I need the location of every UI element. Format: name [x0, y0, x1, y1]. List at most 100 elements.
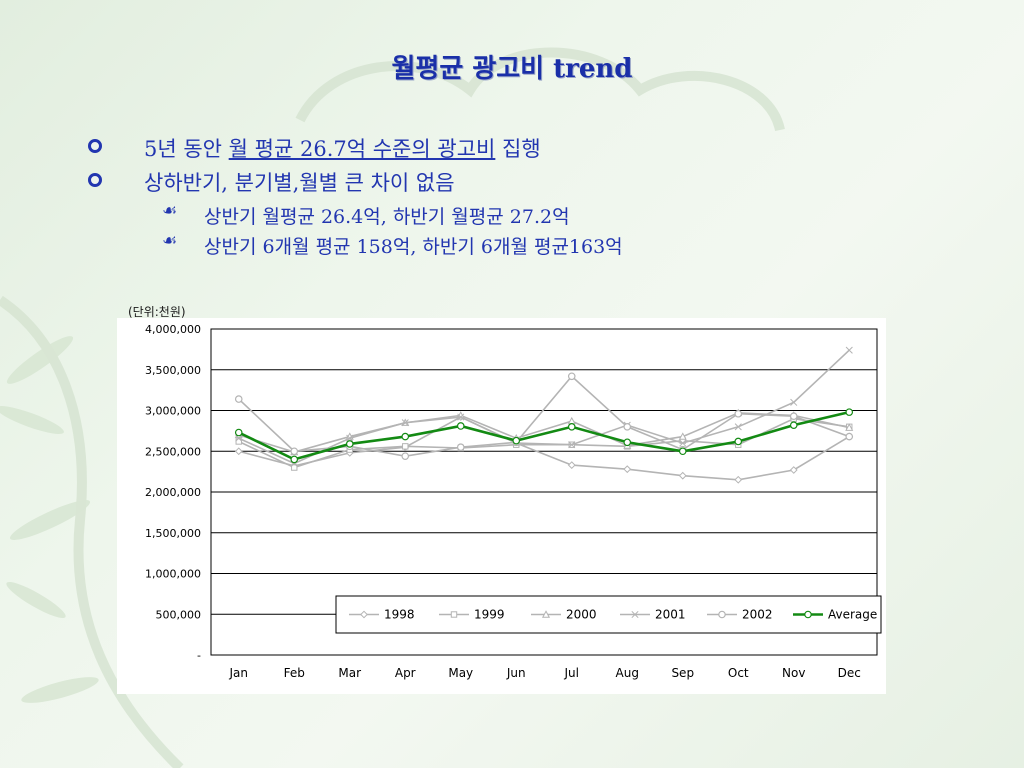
data-point	[845, 346, 853, 354]
data-point	[789, 412, 798, 421]
bullet-1-text: 5년 동안 월 평균 26.7억 수준의 광고비 집행	[144, 133, 541, 163]
data-point	[346, 434, 354, 442]
y-tick-label: 3,500,000	[145, 364, 201, 377]
data-point	[567, 461, 576, 470]
y-tick-label: 2,500,000	[145, 445, 201, 458]
unit-label: (단위:천원)	[128, 305, 186, 319]
data-point	[678, 432, 687, 440]
series-line	[238, 410, 850, 461]
x-tick-label: Jan	[229, 666, 249, 680]
x-tick-label: May	[448, 666, 473, 680]
bullet-dot-icon	[88, 139, 102, 153]
x-tick-label: Apr	[395, 666, 416, 680]
data-point	[845, 423, 854, 431]
plot-area-border	[210, 328, 878, 656]
series-line	[238, 416, 850, 481]
data-point	[678, 447, 687, 456]
data-point	[679, 439, 687, 447]
series-line	[238, 349, 850, 465]
series-2002	[234, 372, 854, 460]
data-point	[567, 416, 576, 425]
x-tick-label: Jul	[564, 666, 579, 680]
data-point	[290, 447, 299, 456]
data-point	[512, 436, 521, 445]
legend-marker	[631, 610, 639, 619]
legend-marker	[541, 610, 551, 618]
legend-marker	[804, 610, 812, 619]
data-point	[789, 421, 798, 429]
data-point	[567, 372, 576, 381]
chart-panel: - 500,000 1,000,000 1,500,000 2,000,000 2,500…	[117, 318, 886, 694]
x-tick-label: Sep	[671, 666, 694, 680]
y-tick-label: 4,000,000	[145, 323, 201, 336]
data-point	[234, 447, 243, 456]
y-tick-label: 1,000,000	[145, 568, 201, 581]
data-point	[291, 464, 298, 471]
bullet-1-underlined: 월 평균 26.7억 수준의 광고비	[228, 137, 496, 161]
data-point	[235, 434, 243, 442]
data-point	[456, 443, 465, 451]
y-tick-label: 3,000,000	[145, 405, 201, 418]
x-tick-label: Dec	[838, 666, 861, 680]
series-2001	[235, 346, 853, 468]
x-tick-label: Jun	[506, 666, 526, 680]
legend-label: 2000	[566, 608, 597, 622]
chart-legend: 1998 1999 2000 2001 2002 Average	[335, 595, 882, 634]
data-point	[234, 428, 243, 437]
x-tick-label: Mar	[338, 666, 361, 680]
data-point	[456, 422, 465, 430]
data-point	[290, 455, 299, 464]
data-point	[623, 438, 632, 447]
data-point	[457, 413, 465, 421]
bullet-dot-icon	[88, 173, 102, 187]
slide-title: 월평균 광고비 trend	[391, 54, 633, 84]
line-chart: - 500,000 1,000,000 1,500,000 2,000,000 2,500…	[145, 323, 882, 680]
sub-bullet-2-text: 상반기 6개월 평균 158억, 하반기 6개월 평균163억	[204, 236, 623, 258]
data-point	[401, 419, 409, 427]
data-point	[678, 471, 687, 480]
y-tick-label: 500,000	[156, 608, 202, 621]
x-tick-label: Aug	[616, 666, 639, 680]
y-tick-label: 1,500,000	[145, 527, 201, 540]
legend-label: 1999	[474, 608, 505, 622]
data-point	[623, 423, 632, 431]
data-point	[568, 441, 576, 449]
x-tick-label: Feb	[284, 666, 305, 680]
data-point	[623, 465, 632, 474]
data-point	[401, 432, 410, 441]
data-point	[845, 432, 854, 441]
legend-marker	[360, 610, 368, 619]
series-line	[238, 417, 850, 469]
data-point	[401, 452, 410, 460]
y-tick-label: -	[197, 649, 201, 662]
x-tick-label: Oct	[728, 666, 749, 680]
data-point	[345, 440, 354, 448]
series-average	[234, 408, 854, 464]
data-point	[734, 423, 742, 431]
legend-box	[335, 595, 882, 634]
bullet-2-text: 상하반기, 분기별,월별 큰 차이 없음	[144, 171, 455, 195]
legend-label: Average	[828, 608, 877, 622]
legend-label: 2001	[655, 608, 686, 622]
data-point	[567, 423, 576, 431]
legend-marker	[718, 610, 726, 619]
data-point	[402, 443, 409, 450]
data-point	[234, 395, 243, 403]
legend-label: 2002	[742, 608, 773, 622]
data-point	[734, 409, 743, 418]
data-point	[790, 398, 798, 406]
data-point	[789, 466, 798, 474]
data-point	[845, 408, 854, 416]
legend-marker	[450, 611, 458, 618]
series-line	[238, 412, 850, 453]
bullet-1-prefix: 5년 동안	[144, 137, 229, 161]
bullet-1-suffix: 집행	[495, 137, 541, 161]
sub-bullet-1-text: 상반기 월평균 26.4억, 하반기 월평균 27.2억	[204, 206, 570, 228]
y-tick-label: 2,000,000	[145, 486, 201, 499]
x-tick-label: Nov	[782, 666, 805, 680]
leaf-bullet-icon: ☙	[162, 231, 178, 251]
data-point	[734, 437, 743, 446]
data-point	[734, 475, 743, 484]
leaf-bullet-icon: ☙	[162, 201, 178, 221]
